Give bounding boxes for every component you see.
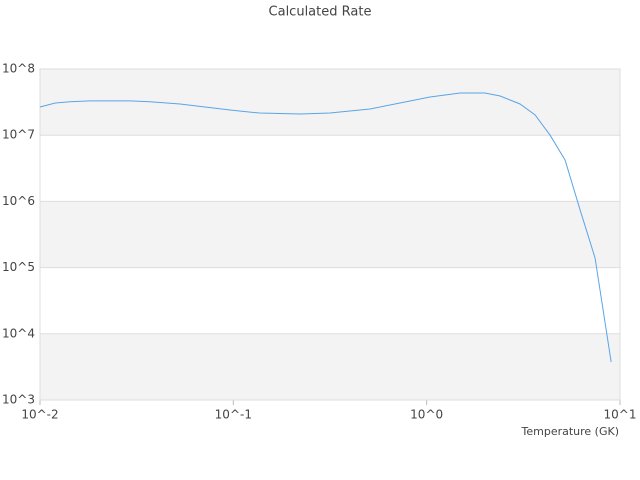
y-tick-label: 10^3	[2, 393, 35, 407]
grid-band	[40, 333, 620, 400]
chart-title: Calculated Rate	[269, 5, 372, 20]
y-tick-label: 10^7	[2, 128, 35, 142]
x-tick-label: 10^0	[410, 408, 443, 422]
x-axis-label: Temperature (GK)	[521, 425, 620, 438]
grid-band	[40, 69, 620, 136]
plot-frame	[39, 68, 621, 401]
y-tick-label: 10^5	[2, 260, 35, 274]
data-line	[39, 92, 612, 363]
y-tick-label: 10^8	[2, 62, 35, 76]
y-tick-label: 10^6	[2, 194, 35, 208]
x-tick-label: 10^1	[604, 408, 637, 422]
x-tick-label: 10^-1	[215, 408, 252, 422]
grid-band	[40, 201, 620, 268]
y-tick-label: 10^4	[2, 326, 35, 340]
x-tick-label: 10^-2	[21, 408, 58, 422]
